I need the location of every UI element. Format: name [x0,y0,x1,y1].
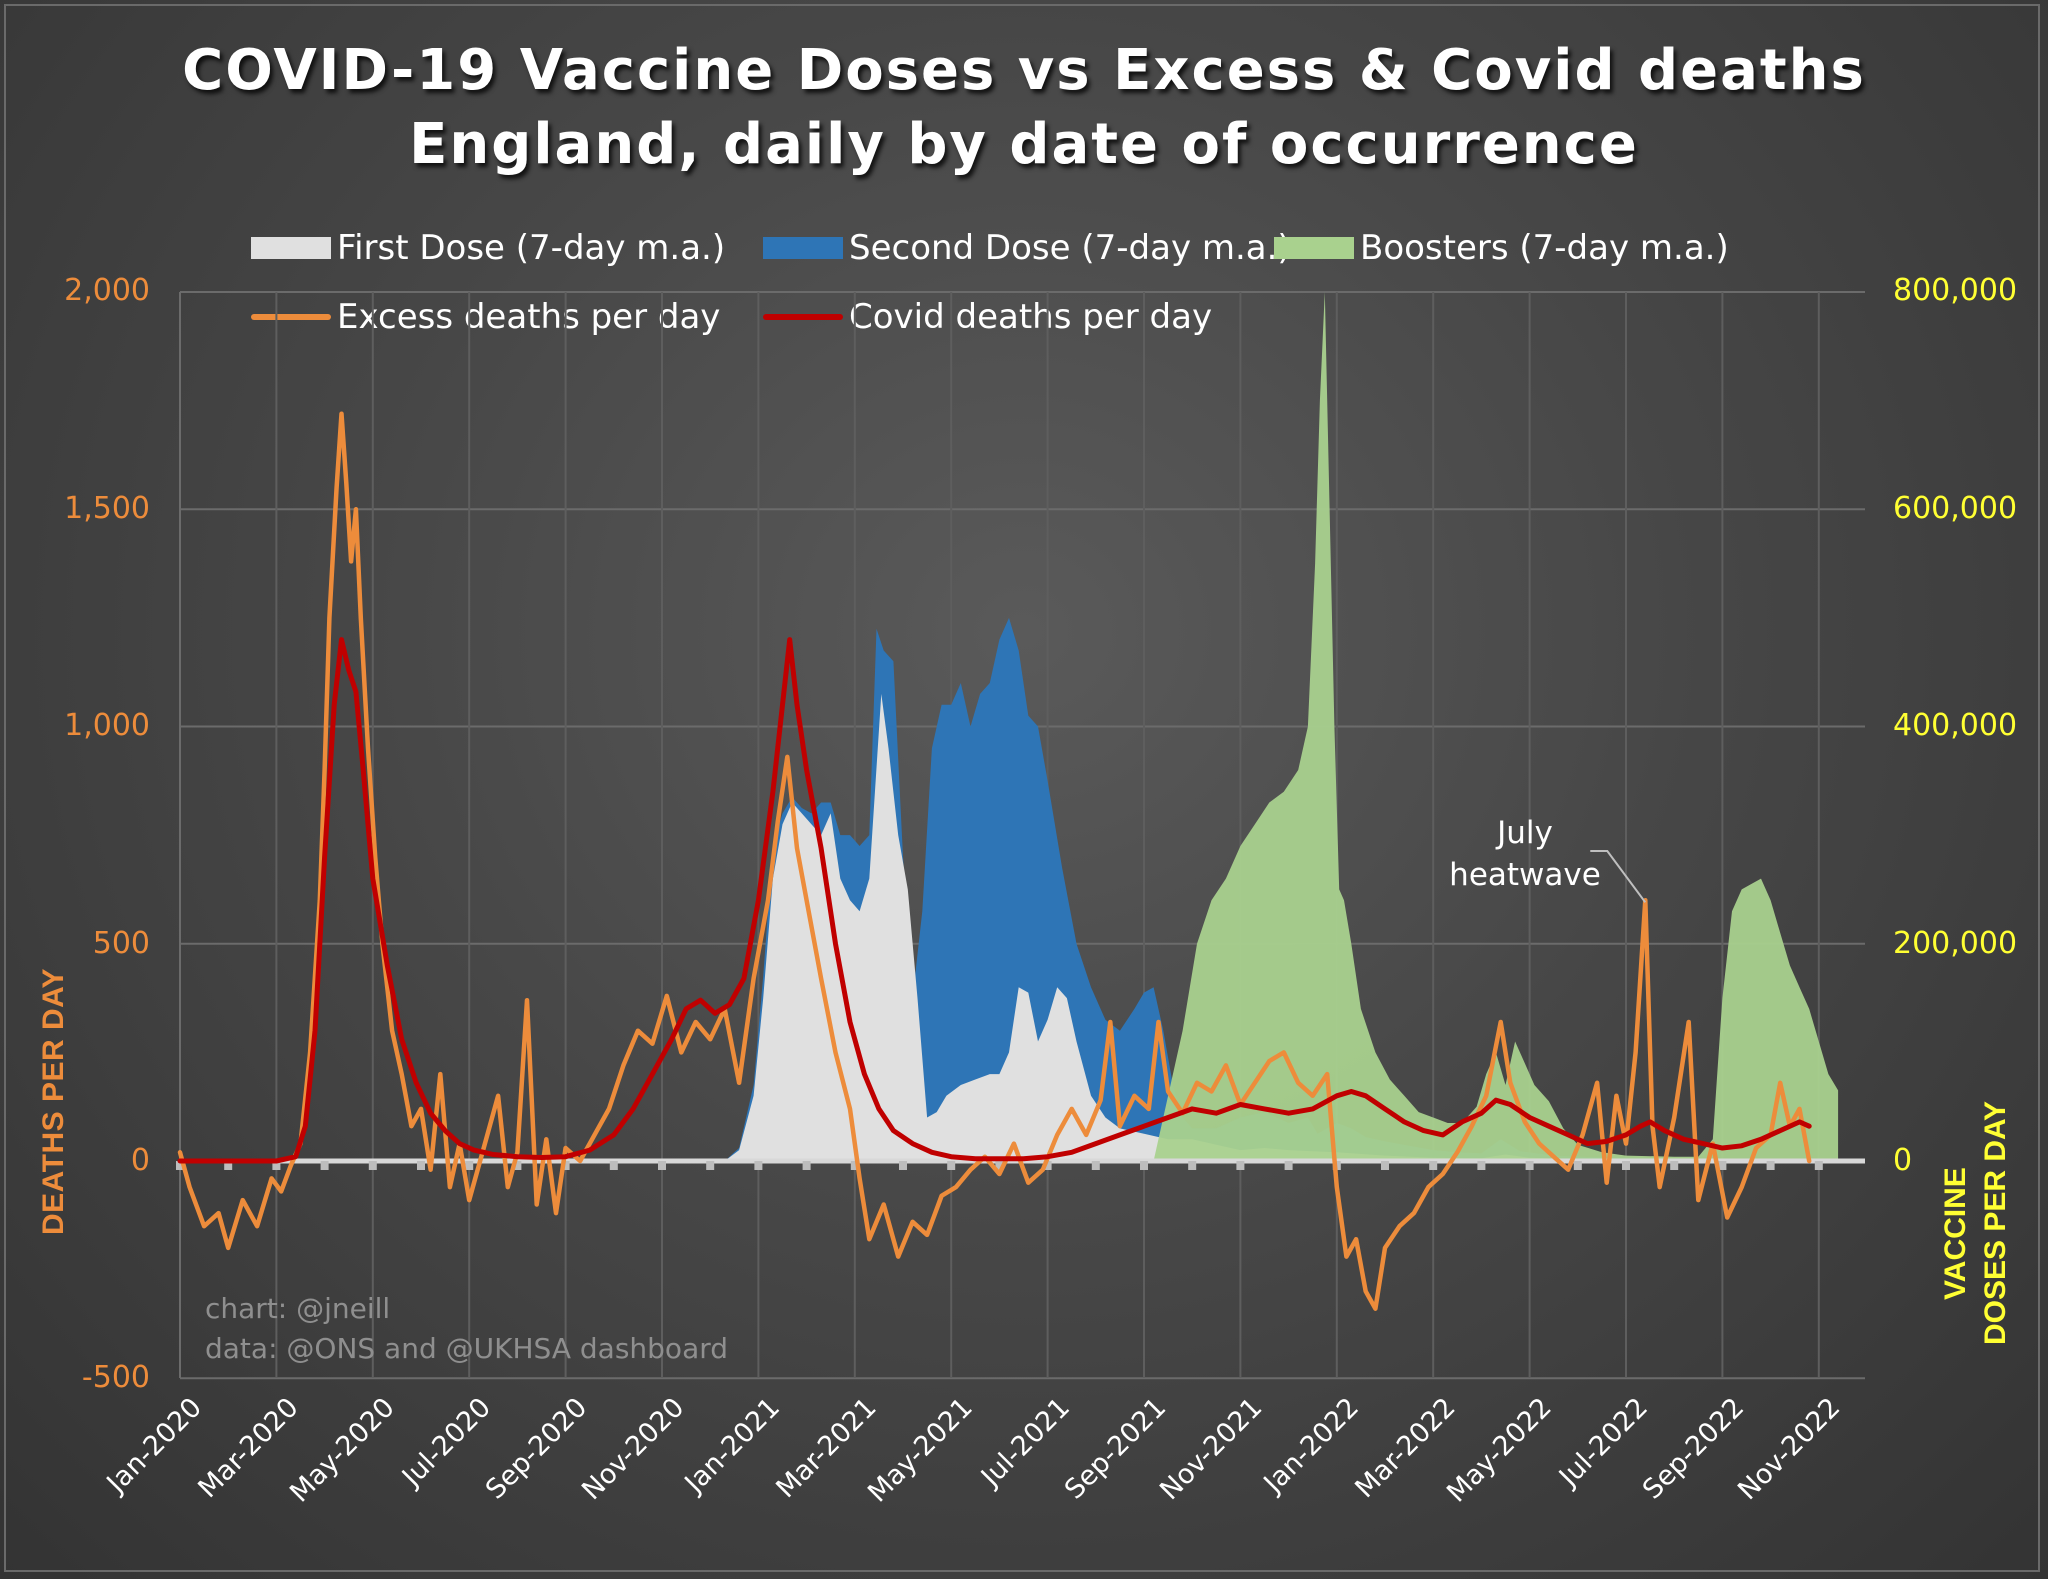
legend-label: Covid deaths per day [849,297,1213,337]
area-first-dose-day-m-a [724,693,1819,1161]
heatwave-annotation: July heatwave [1440,812,1610,896]
legend-swatch-first-dose [251,237,331,259]
legend-item-boosters: Boosters (7-day m.a.) [1274,228,1729,268]
x-axis-tick-mark [1236,1161,1245,1170]
x-axis-tick-mark [1429,1161,1438,1170]
chart-title: COVID-19 Vaccine Doses vs Excess & Covid… [182,38,1866,103]
legend-swatch-excess-deaths [251,314,331,320]
y-right-tick: 0 [1893,1143,1913,1178]
x-axis-tick-mark [1284,1161,1293,1170]
x-axis-tick-mark [1091,1161,1100,1170]
y-right-axis-label-line1: VACCINE [1939,1167,1972,1300]
x-axis-tick-mark [1140,1161,1148,1170]
y-left-tick: 2,000 [64,273,150,308]
x-axis-tick-mark [1718,1161,1727,1170]
legend-item-covid-deaths: Covid deaths per day [763,297,1212,337]
x-axis-tick-mark [658,1161,666,1170]
x-axis-tick-mark [465,1161,474,1170]
x-axis-tick-mark [224,1161,233,1170]
legend-item-first-dose: First Dose (7-day m.a.) [251,228,725,268]
death-lines [177,411,1812,1311]
vaccine-areas [724,292,1839,1161]
x-axis-tick-mark [802,1161,811,1170]
x-axis-tick-mark [706,1161,715,1170]
legend-swatch-boosters [1274,237,1354,259]
x-axis-tick-mark [995,1161,1004,1170]
y-right-tick: 800,000 [1893,273,2018,308]
annotation-line1: July [1497,815,1553,851]
x-axis-tick-mark [513,1161,522,1170]
area-second-dose-day-m-a [724,617,1819,1161]
legend-swatch-second-dose [763,237,843,259]
x-axis-tick-mark [176,1161,184,1170]
x-axis-tick-mark [1573,1161,1582,1170]
chart-frame [4,4,2040,1572]
x-axis-tick-mark [1670,1161,1679,1170]
legend-label: Excess deaths per day [337,297,721,337]
y-left-tick: 1,000 [64,708,150,743]
y-right-tick: 200,000 [1893,926,2018,961]
annotation-line2: heatwave [1449,857,1601,893]
x-axis-tick-mark [947,1161,956,1170]
chart-subtitle: England, daily by date of occurrence [409,112,1639,177]
x-axis-tick-mark [1477,1161,1486,1170]
y-right-tick: 600,000 [1893,491,2018,526]
y-right-axis-label-line2: DOSES PER DAY [1979,1101,2012,1345]
x-axis-tick-mark [899,1161,907,1170]
legend-item-second-dose: Second Dose (7-day m.a.) [763,228,1291,268]
legend-label: Boosters (7-day m.a.) [1360,228,1729,268]
x-axis-tick-mark [1622,1161,1630,1170]
chart-credit: chart: @jneill [205,1292,391,1325]
legend-label: First Dose (7-day m.a.) [337,228,726,268]
area-boosters-day-m-a [1153,292,1839,1161]
x-axis-tick-mark [272,1161,281,1170]
y-left-tick: -500 [81,1360,150,1395]
x-axis-tick-mark [1525,1161,1534,1170]
x-axis-tick-mark [1188,1161,1197,1170]
x-axis-tick-mark [368,1161,377,1170]
x-axis-tick-mark [850,1161,859,1170]
x-axis-tick-mark [1043,1161,1052,1170]
x-axis-tick-mark [754,1161,763,1170]
x-axis-tick-mark [561,1161,570,1170]
y-right-tick: 400,000 [1893,708,2018,743]
x-axis-tick-mark [1766,1161,1775,1170]
data-credit: data: @ONS and @UKHSA dashboard [205,1332,729,1365]
x-axis-tick-mark [417,1161,425,1170]
x-axis-tick-mark [609,1161,618,1170]
x-axis-tick-mark [1381,1161,1389,1170]
legend-swatch-covid-deaths [763,314,843,320]
legend-label: Second Dose (7-day m.a.) [849,228,1291,268]
x-axis-tick-mark [1814,1161,1823,1170]
legend-item-excess-deaths: Excess deaths per day [251,297,720,337]
annotation-leader [1590,850,1647,903]
y-left-tick: 1,500 [64,491,150,526]
y-left-tick: 0 [130,1143,150,1178]
y-left-axis-label: DEATHS PER DAY [37,967,70,1235]
x-axis-tick-mark [320,1161,329,1170]
annotation-leader-line [1590,850,1647,903]
y-left-tick: 500 [92,926,150,961]
